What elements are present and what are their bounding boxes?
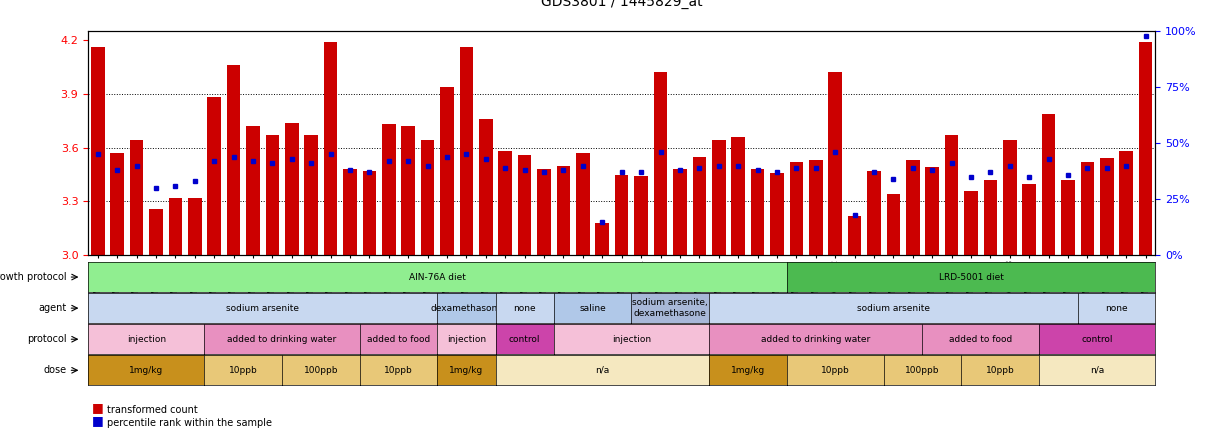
Bar bbox=[771, 173, 784, 255]
Bar bbox=[1138, 42, 1153, 255]
Text: n/a: n/a bbox=[596, 366, 609, 375]
Text: agent: agent bbox=[39, 303, 66, 313]
Text: percentile rank within the sample: percentile rank within the sample bbox=[107, 418, 273, 428]
Bar bbox=[130, 140, 144, 255]
Bar bbox=[111, 153, 124, 255]
Text: added to food: added to food bbox=[367, 335, 431, 344]
Bar bbox=[459, 47, 473, 255]
Bar bbox=[634, 176, 648, 255]
Text: 10ppb: 10ppb bbox=[229, 366, 258, 375]
Text: saline: saline bbox=[579, 304, 605, 313]
Text: control: control bbox=[509, 335, 540, 344]
Text: ■: ■ bbox=[92, 400, 104, 414]
Text: added to food: added to food bbox=[949, 335, 1012, 344]
Bar bbox=[1119, 151, 1132, 255]
Bar bbox=[965, 191, 978, 255]
Text: growth protocol: growth protocol bbox=[0, 272, 66, 282]
Bar bbox=[90, 47, 105, 255]
Text: 1mg/kg: 1mg/kg bbox=[129, 366, 163, 375]
Bar bbox=[344, 169, 357, 255]
Bar bbox=[265, 135, 279, 255]
Text: 10ppb: 10ppb bbox=[821, 366, 849, 375]
Bar bbox=[517, 155, 532, 255]
Bar bbox=[944, 135, 959, 255]
Bar bbox=[246, 126, 259, 255]
Text: sodium arsenite: sodium arsenite bbox=[227, 304, 299, 313]
Bar bbox=[596, 223, 609, 255]
Bar bbox=[1061, 180, 1075, 255]
Bar bbox=[886, 194, 900, 255]
Bar bbox=[150, 209, 163, 255]
Text: injection: injection bbox=[611, 335, 651, 344]
Bar bbox=[1100, 159, 1113, 255]
Text: dose: dose bbox=[43, 365, 66, 375]
Bar bbox=[673, 169, 686, 255]
Text: injection: injection bbox=[447, 335, 486, 344]
Bar bbox=[751, 169, 765, 255]
Bar bbox=[382, 124, 396, 255]
Text: 1mg/kg: 1mg/kg bbox=[731, 366, 765, 375]
Text: none: none bbox=[1105, 304, 1128, 313]
Text: 10ppb: 10ppb bbox=[985, 366, 1014, 375]
Bar bbox=[324, 42, 338, 255]
Bar bbox=[576, 153, 590, 255]
Bar bbox=[188, 198, 201, 255]
Text: n/a: n/a bbox=[1090, 366, 1105, 375]
Bar bbox=[731, 137, 745, 255]
Bar bbox=[402, 126, 415, 255]
Text: AIN-76A diet: AIN-76A diet bbox=[409, 273, 466, 281]
Text: GDS3801 / 1445829_at: GDS3801 / 1445829_at bbox=[540, 0, 703, 9]
Text: sodium arsenite: sodium arsenite bbox=[857, 304, 930, 313]
Text: ■: ■ bbox=[92, 414, 104, 427]
Bar bbox=[867, 171, 880, 255]
Bar bbox=[809, 160, 822, 255]
Text: 100ppb: 100ppb bbox=[906, 366, 939, 375]
Bar bbox=[1003, 140, 1017, 255]
Text: LRD-5001 diet: LRD-5001 diet bbox=[938, 273, 1003, 281]
Bar bbox=[692, 157, 706, 255]
Bar bbox=[925, 167, 939, 255]
Text: added to drinking water: added to drinking water bbox=[228, 335, 336, 344]
Bar bbox=[207, 97, 221, 255]
Bar bbox=[285, 123, 299, 255]
Text: injection: injection bbox=[127, 335, 165, 344]
Text: dexamethasone: dexamethasone bbox=[431, 304, 503, 313]
Bar bbox=[498, 151, 513, 255]
Text: none: none bbox=[514, 304, 535, 313]
Bar bbox=[654, 72, 667, 255]
Text: 10ppb: 10ppb bbox=[385, 366, 412, 375]
Bar bbox=[440, 87, 453, 255]
Bar bbox=[906, 160, 919, 255]
Bar bbox=[304, 135, 318, 255]
Bar bbox=[615, 174, 628, 255]
Bar bbox=[790, 162, 803, 255]
Text: protocol: protocol bbox=[28, 334, 66, 344]
Text: control: control bbox=[1082, 335, 1113, 344]
Text: 1mg/kg: 1mg/kg bbox=[450, 366, 484, 375]
Bar bbox=[1023, 183, 1036, 255]
Bar bbox=[848, 216, 861, 255]
Bar bbox=[557, 166, 570, 255]
Text: 100ppb: 100ppb bbox=[304, 366, 338, 375]
Bar bbox=[538, 169, 551, 255]
Bar bbox=[984, 180, 997, 255]
Bar bbox=[712, 140, 726, 255]
Text: transformed count: transformed count bbox=[107, 405, 198, 415]
Bar bbox=[227, 65, 240, 255]
Bar bbox=[829, 72, 842, 255]
Bar bbox=[421, 140, 434, 255]
Bar bbox=[479, 119, 492, 255]
Text: sodium arsenite,
dexamethasone: sodium arsenite, dexamethasone bbox=[632, 298, 708, 318]
Bar bbox=[363, 171, 376, 255]
Bar bbox=[169, 198, 182, 255]
Text: added to drinking water: added to drinking water bbox=[761, 335, 871, 344]
Bar bbox=[1042, 114, 1055, 255]
Bar bbox=[1081, 162, 1094, 255]
